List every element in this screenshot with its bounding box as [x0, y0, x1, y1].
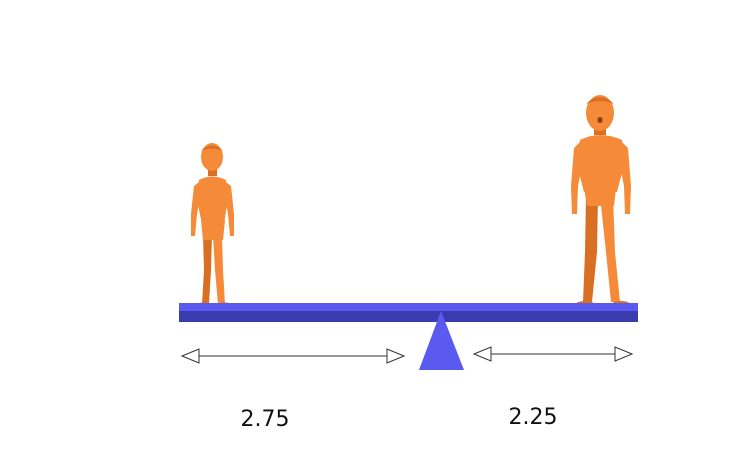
adult-figure [571, 95, 631, 307]
left-distance-arrow [182, 349, 404, 363]
left-distance-label: 2.75 [241, 407, 290, 432]
right-distance-arrow [474, 347, 632, 361]
child-figure [191, 143, 234, 308]
seesaw-beam [179, 303, 638, 322]
right-distance-label: 2.25 [509, 405, 558, 430]
